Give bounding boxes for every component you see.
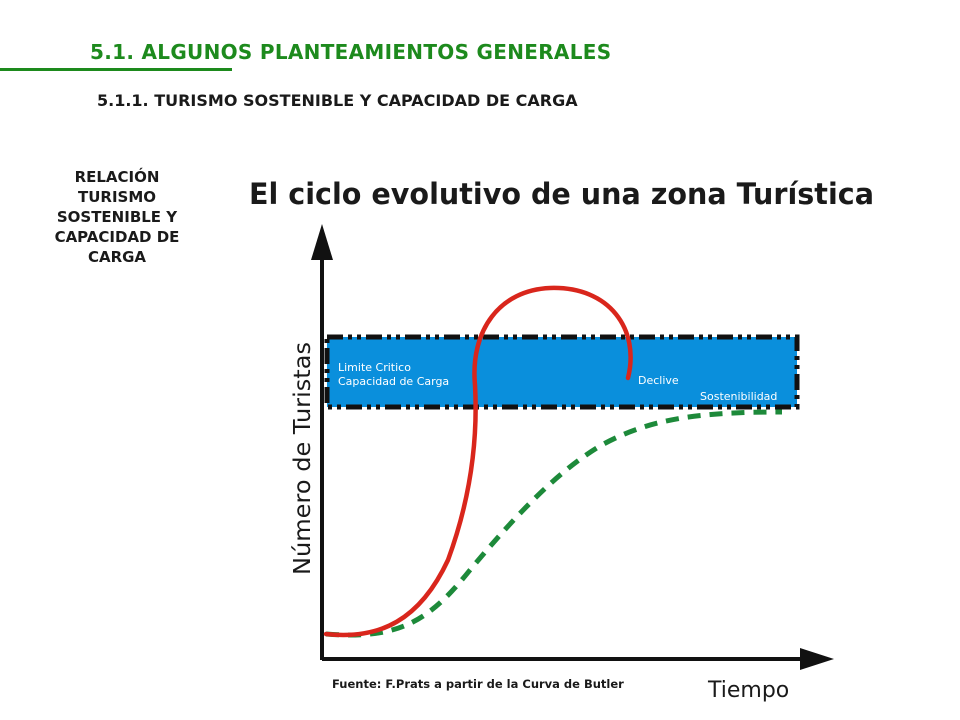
x-axis-arrow-icon	[800, 648, 834, 670]
diagram-title: El ciclo evolutivo de una zona Turística	[249, 177, 874, 211]
critical-capacity-band	[327, 337, 797, 407]
critical-band-border	[324, 334, 800, 410]
title-underline	[0, 68, 232, 71]
band-label-critical-limit: Limite Critico	[338, 361, 411, 374]
y-axis-arrow-icon	[311, 224, 333, 260]
y-axis-label: Número de Turistas	[290, 342, 316, 575]
sustainability-label: Sostenibilidad	[700, 390, 777, 403]
subsection-title: 5.1.1. TURISMO SOSTENIBLE Y CAPACIDAD DE…	[97, 91, 578, 110]
band-label-carrying-capacity: Capacidad de Carga	[338, 375, 449, 388]
side-note-line: TURISMO	[77, 188, 157, 206]
unsustainable-growth-curve	[323, 285, 633, 638]
x-axis-label: Tiempo	[707, 678, 789, 703]
side-note-line: CARGA	[87, 248, 147, 266]
side-note-line: CAPACIDAD DE	[54, 228, 180, 246]
decline-label: Declive	[638, 374, 679, 387]
side-note-line: RELACIÓN	[74, 168, 160, 186]
source-caption: Fuente: F.Prats a partir de la Curva de …	[332, 677, 624, 691]
side-note-line: SOSTENIBLE Y	[56, 208, 178, 226]
sustainable-growth-curve	[325, 409, 783, 638]
section-title: 5.1. ALGUNOS PLANTEAMIENTOS GENERALES	[90, 40, 612, 64]
side-note: RELACIÓN TURISMO SOSTENIBLE Y CAPACIDAD …	[22, 167, 212, 267]
